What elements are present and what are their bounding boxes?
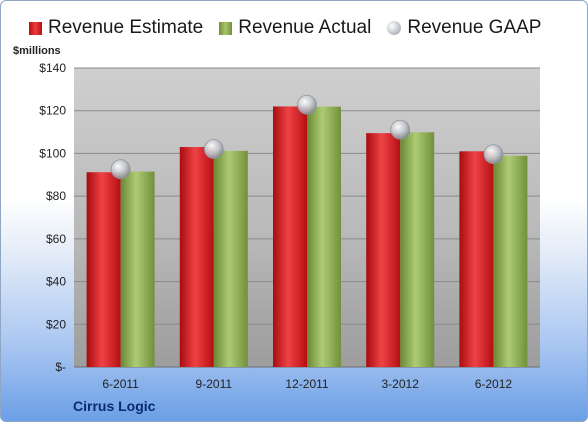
marker-revenue-gaap xyxy=(483,144,504,165)
y-tick-label: $20 xyxy=(46,317,66,331)
bar-revenue-estimate xyxy=(86,172,121,367)
legend-item-revenue-actual: Revenue Actual xyxy=(219,17,371,39)
y-tick-label: $60 xyxy=(46,232,66,246)
marker-revenue-gaap xyxy=(203,139,224,160)
x-tick-label: 12-2011 xyxy=(285,377,328,391)
legend-item-revenue-gaap: Revenue GAAP xyxy=(387,17,541,39)
marker-revenue-gaap xyxy=(390,119,411,140)
y-tick-label: $- xyxy=(55,360,66,374)
legend-swatch-revenue-gaap xyxy=(387,21,402,35)
y-tick-label: $80 xyxy=(46,189,66,203)
bar-revenue-actual xyxy=(120,171,155,367)
legend-label-revenue-gaap: Revenue GAAP xyxy=(407,17,542,38)
bar-revenue-estimate xyxy=(366,133,401,367)
y-axis-ticks: $- $20 $40 $60 $80 $100 $120 $140 xyxy=(39,61,66,374)
legend-swatch-revenue-estimate xyxy=(29,21,42,35)
bars xyxy=(86,106,528,367)
company-label: Cirrus Logic xyxy=(73,398,156,414)
x-axis-ticks: 6-2011 9-2011 12-2011 3-2012 6-2012 xyxy=(102,377,512,391)
bar-revenue-actual xyxy=(400,132,435,367)
bar-revenue-estimate xyxy=(179,147,214,367)
legend-swatch-revenue-actual xyxy=(219,21,233,35)
bar-revenue-estimate xyxy=(273,106,307,367)
bar-revenue-actual xyxy=(307,106,341,367)
x-tick-label: 6-2011 xyxy=(102,377,139,391)
bar-revenue-actual xyxy=(493,155,528,367)
x-tick-label: 3-2012 xyxy=(382,377,420,391)
marker-revenue-gaap xyxy=(297,94,317,115)
bar-revenue-actual xyxy=(213,150,248,367)
legend-label-revenue-estimate: Revenue Estimate xyxy=(48,17,204,38)
gaap-markers xyxy=(110,94,504,180)
y-axis-unit-label: $millions xyxy=(13,45,61,57)
x-tick-label: 9-2011 xyxy=(196,377,233,391)
y-tick-label: $140 xyxy=(39,61,66,75)
chart-legend: Revenue Estimate Revenue Actual Revenue … xyxy=(29,15,557,41)
legend-item-revenue-estimate: Revenue Estimate xyxy=(29,17,203,39)
y-tick-label: $100 xyxy=(39,146,66,160)
y-tick-label: $40 xyxy=(46,275,66,289)
marker-revenue-gaap xyxy=(110,159,131,180)
y-tick-label: $120 xyxy=(39,104,66,118)
bar-revenue-estimate xyxy=(459,151,494,367)
legend-label-revenue-actual: Revenue Actual xyxy=(238,17,372,38)
x-tick-label: 6-2012 xyxy=(475,377,513,391)
